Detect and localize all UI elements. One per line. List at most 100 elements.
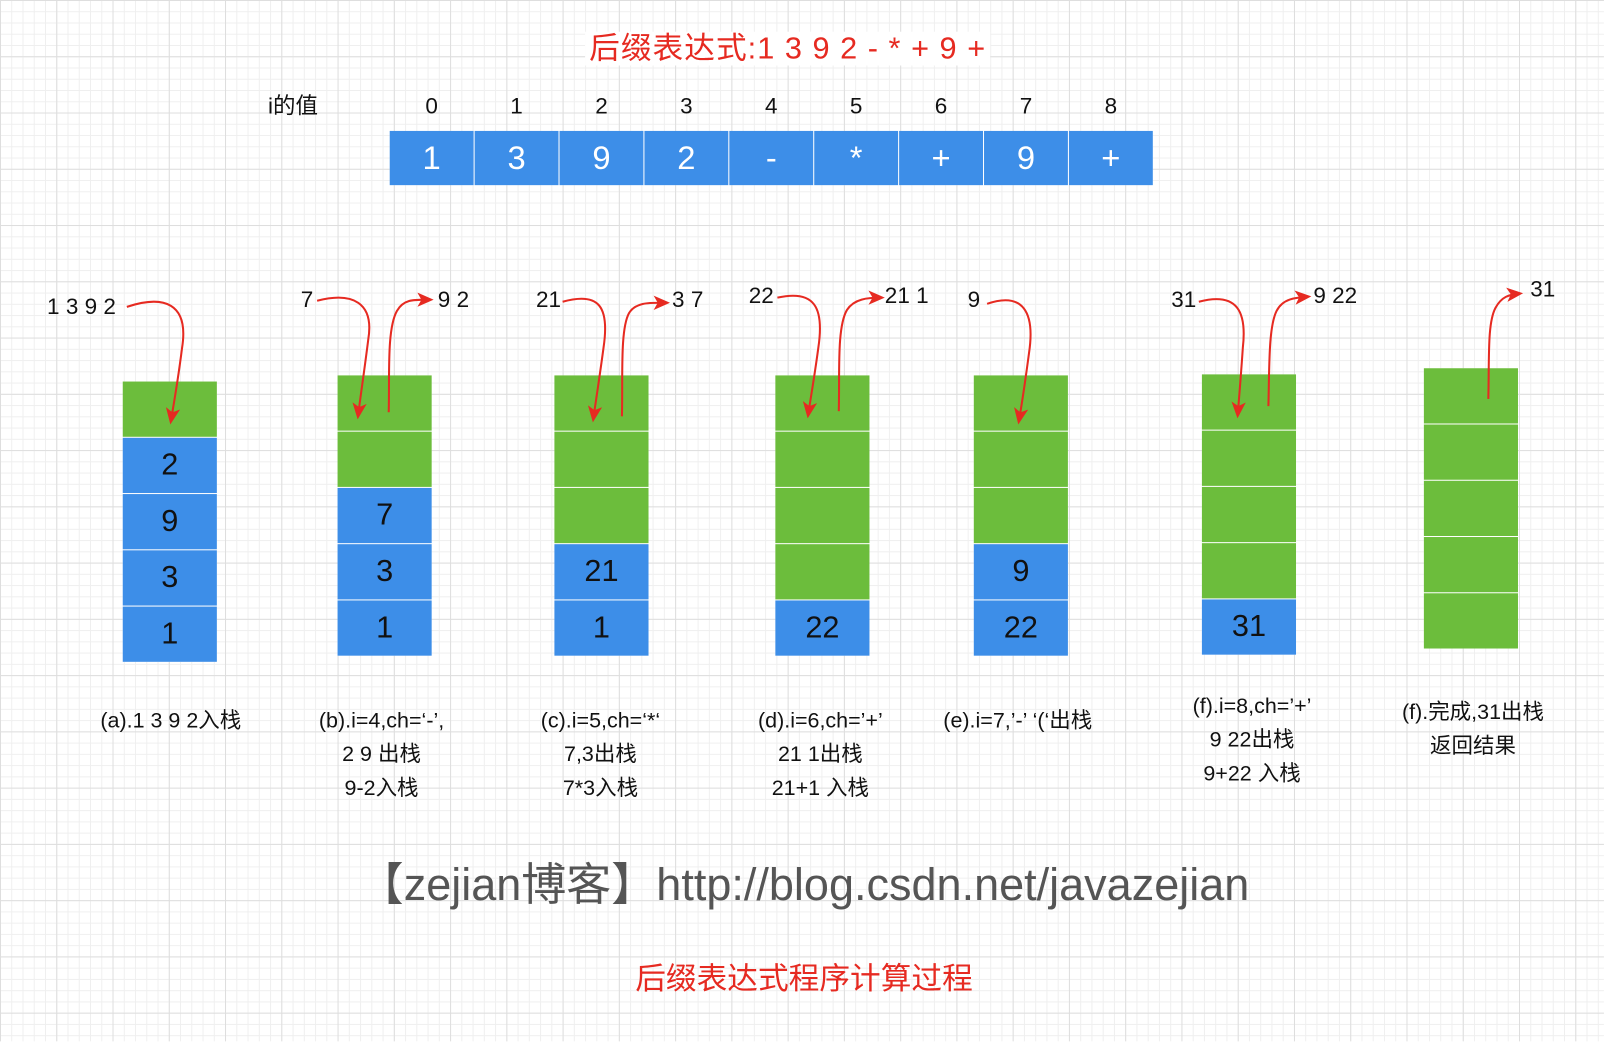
stack-slot xyxy=(1201,543,1297,599)
stack-slot xyxy=(775,431,870,487)
caption-line: 返回结果 xyxy=(1430,734,1516,758)
stack-slot xyxy=(973,375,1068,431)
stack-d-caption: (d).i=6,ch=’+’ 21 1出栈 21+1 入栈 xyxy=(698,704,943,805)
stack-slot: 21 xyxy=(554,544,649,600)
watermark-text: 【zejian博客】http://blog.csdn.net/javazejia… xyxy=(358,860,1250,911)
caption-line: (d).i=6,ch=’+’ xyxy=(757,708,883,733)
stack-e: 9 22 xyxy=(973,375,1068,656)
array-cell: * xyxy=(814,130,899,186)
stack-f: 31 xyxy=(1201,374,1297,655)
caption-line: (a).1 3 9 2入栈 xyxy=(100,708,242,733)
caption-line: (c).i=5,ch=‘*‘ xyxy=(540,708,661,733)
caption-line: 21+1 入栈 xyxy=(771,776,870,800)
stack-b-push-label: 7 xyxy=(300,286,314,312)
expression-array: 1 3 9 2 - * + 9 + xyxy=(389,130,1153,186)
stack-slot xyxy=(973,431,1068,487)
stack-slot: 22 xyxy=(973,600,1068,656)
stack-slot: 22 xyxy=(775,600,870,656)
stack-slot xyxy=(1423,424,1518,480)
stack-slot xyxy=(775,487,870,544)
caption-line: 21 1出栈 xyxy=(777,742,863,767)
stack-slot xyxy=(1201,430,1297,486)
stack-slot: 7 xyxy=(337,487,432,544)
stack-slot xyxy=(1201,486,1297,543)
stack-b-pop-label: 9 2 xyxy=(437,286,470,312)
diagram-title: 后缀表达式:1 3 9 2 - * + 9 + xyxy=(0,23,1575,68)
caption-line: 9+22 入栈 xyxy=(1203,762,1301,786)
caption-line: 2 9 出栈 xyxy=(342,742,421,767)
array-cell: 9 xyxy=(559,130,644,186)
stack-e-push-label: 9 xyxy=(967,286,981,312)
stack-f-caption: (f).i=8,ch=’+’ 9 22出栈 9+22 入栈 xyxy=(1129,689,1374,790)
stack-slot: 9 xyxy=(122,494,217,550)
caption-line: 9-2入栈 xyxy=(344,776,419,800)
caption-line: (f).完成,31出栈 xyxy=(1401,700,1544,725)
stack-slot xyxy=(337,431,432,487)
stack-slot: 9 xyxy=(973,544,1068,600)
stack-b-caption: (b).i=4,ch=‘-’, 2 9 出栈 9-2入栈 xyxy=(259,704,504,805)
stack-g xyxy=(1423,368,1518,649)
stack-slot: 2 xyxy=(122,437,217,494)
stack-slot xyxy=(554,487,649,544)
stack-slot xyxy=(1423,480,1518,536)
stack-slot xyxy=(973,487,1068,544)
array-cell: + xyxy=(1068,130,1153,186)
stack-slot: 31 xyxy=(1201,599,1297,655)
index-value: 1 xyxy=(510,93,523,119)
array-cell: 2 xyxy=(644,130,729,186)
array-cell: + xyxy=(899,130,984,186)
stack-slot xyxy=(1423,368,1518,424)
index-value: 6 xyxy=(934,93,948,119)
index-value: 0 xyxy=(425,93,438,119)
caption-line: (f).i=8,ch=’+’ xyxy=(1192,694,1312,719)
stack-slot: 3 xyxy=(337,544,432,600)
index-value: 7 xyxy=(1019,93,1033,119)
stack-slot xyxy=(1423,537,1518,593)
index-row: 0 1 2 3 4 5 6 7 8 xyxy=(390,92,1153,121)
diagram-caption: 后缀表达式程序计算过程 xyxy=(635,962,973,997)
index-value: 3 xyxy=(680,93,693,119)
index-value: 8 xyxy=(1104,93,1118,119)
stack-slot xyxy=(1423,593,1518,649)
stack-slot xyxy=(554,375,649,431)
stack-c-push-label: 21 xyxy=(535,286,562,312)
title-text: 后缀表达式:1 3 9 2 - * + 9 + xyxy=(585,31,991,66)
index-label: i的值 xyxy=(267,93,319,119)
index-value: 4 xyxy=(765,93,778,119)
array-cell: - xyxy=(729,130,814,186)
index-value: 2 xyxy=(595,93,608,119)
caption-line: (e).i=7,’-’ ‘(‘出栈 xyxy=(943,708,1093,733)
caption-line: 9 22出栈 xyxy=(1209,728,1295,752)
caption-line: (b).i=4,ch=‘-’, xyxy=(318,708,445,733)
stack-slot: 1 xyxy=(337,600,432,656)
stack-slot xyxy=(775,375,870,431)
stack-slot xyxy=(554,431,649,487)
array-cell: 1 xyxy=(389,130,474,186)
stack-c-pop-label: 3 7 xyxy=(672,286,704,312)
stack-d-push-label: 22 xyxy=(748,282,774,308)
stack-slot: 1 xyxy=(554,600,649,656)
stack-d-pop-label: 21 1 xyxy=(884,282,929,308)
stack-d: 22 xyxy=(775,375,870,656)
stack-f-push-label: 31 xyxy=(1171,286,1197,312)
caption-line: 7*3入栈 xyxy=(562,776,639,800)
stack-slot xyxy=(122,381,217,437)
stack-slot xyxy=(775,544,870,600)
stack-a-push-label: 1 3 9 2 xyxy=(47,293,116,320)
array-cell: 3 xyxy=(474,130,559,186)
stack-a: 2 9 3 1 xyxy=(122,381,217,662)
stack-b: 7 3 1 xyxy=(337,375,432,656)
stack-a-caption: (a).1 3 9 2入栈 xyxy=(48,704,293,738)
index-value: 5 xyxy=(849,93,863,119)
stack-c: 21 1 xyxy=(554,375,649,656)
stack-e-caption: (e).i=7,’-’ ‘(‘出栈 xyxy=(895,704,1140,738)
stack-slot xyxy=(1201,374,1297,430)
caption-line: 7,3出栈 xyxy=(564,742,637,767)
stack-g-caption: (f).完成,31出栈 返回结果 xyxy=(1350,696,1595,764)
stack-slot: 3 xyxy=(122,550,217,606)
stack-c-caption: (c).i=5,ch=‘*‘ 7,3出栈 7*3入栈 xyxy=(478,704,723,805)
stack-g-pop-label: 31 xyxy=(1530,276,1556,302)
stack-f-pop-label: 9 22 xyxy=(1313,282,1358,308)
array-cell: 9 xyxy=(984,130,1068,186)
